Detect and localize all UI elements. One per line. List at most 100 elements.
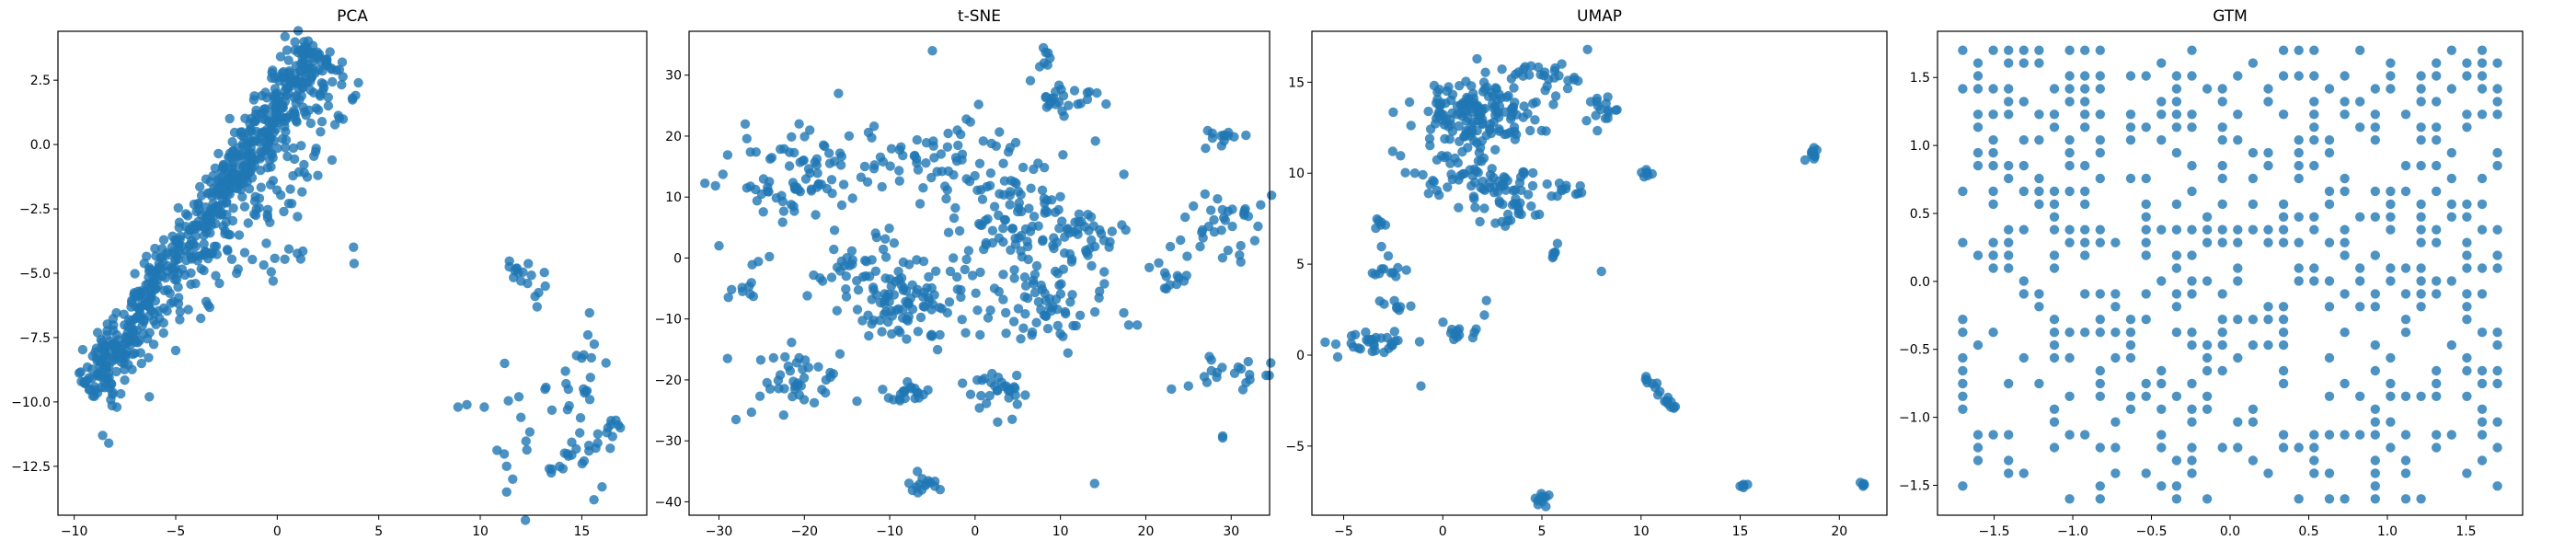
pca-point [259, 259, 269, 270]
umap-point [1548, 99, 1558, 109]
gtm-point [2080, 328, 2090, 338]
gtm-point [2217, 365, 2227, 376]
tsne-y-tick-label: 30 [665, 69, 682, 84]
pca-point [87, 364, 98, 374]
gtm-point [2095, 135, 2105, 145]
gtm-point [2355, 212, 2365, 222]
gtm-point [2340, 328, 2350, 338]
gtm-point [2187, 122, 2197, 132]
pca-point [158, 328, 168, 339]
umap-point [1593, 125, 1603, 136]
gtm-point [2095, 378, 2105, 389]
tsne-point [863, 127, 874, 138]
tsne-point [841, 271, 851, 282]
umap-title: UMAP [1577, 7, 1622, 26]
umap-point [1434, 85, 1444, 95]
gtm-point [2049, 186, 2060, 197]
gtm-point [2263, 302, 2273, 312]
tsne-point [903, 376, 913, 387]
gtm-point [2462, 468, 2472, 478]
gtm-point [2049, 109, 2060, 120]
pca-point [508, 474, 518, 484]
umap-point [1663, 398, 1673, 409]
umap-point [1502, 215, 1513, 226]
pca-point [240, 113, 250, 123]
tsne-point [1055, 191, 1065, 201]
gtm-point [2049, 122, 2060, 132]
gtm-point [2248, 339, 2259, 351]
tsne-point [1056, 85, 1066, 95]
tsne-point [918, 183, 928, 193]
gtm-point [2049, 250, 2060, 260]
tsne-point [1223, 206, 1233, 216]
gtm-point [2187, 468, 2197, 478]
pca-point [131, 337, 142, 348]
tsne-point [961, 114, 972, 124]
tsne-title: t-SNE [958, 7, 1001, 26]
gtm-point [2355, 276, 2365, 286]
pca-point [562, 449, 573, 459]
pca-point [159, 285, 169, 295]
gtm-point [2309, 212, 2319, 222]
gtm-x-tick-label: 0.0 [2220, 524, 2240, 539]
pca-x-axis: −10 −5 0 5 10 15 [61, 515, 590, 539]
tsne-point [926, 305, 937, 315]
gtm-point [2386, 276, 2396, 286]
gtm-point [2324, 352, 2335, 363]
gtm-point [2370, 135, 2380, 145]
gtm-point [2049, 404, 2060, 414]
umap-point [1400, 167, 1410, 178]
tsne-point [884, 224, 894, 234]
gtm-point [2416, 391, 2426, 401]
gtm-point [2492, 160, 2502, 171]
pca-point [499, 449, 510, 459]
tsne-point [1075, 98, 1086, 109]
pca-point [291, 61, 302, 71]
tsne-point [834, 88, 844, 98]
umap-point [1612, 105, 1622, 115]
gtm-point [2080, 186, 2090, 197]
umap-point [1425, 179, 1435, 190]
umap-point [1479, 185, 1490, 195]
gtm-point [2064, 494, 2075, 504]
pca-point [546, 405, 558, 415]
gtm-point [2477, 173, 2488, 184]
gtm-point [2309, 160, 2319, 171]
gtm-point [2217, 84, 2227, 94]
tsne-point [875, 152, 886, 162]
tsne-point [894, 176, 904, 186]
tsne-point [941, 193, 951, 204]
gtm-point [2462, 122, 2472, 132]
tsne-point [826, 272, 837, 282]
pca-point [453, 402, 463, 412]
pca-point [219, 162, 229, 173]
gtm-point [1988, 186, 1998, 197]
gtm-point [2125, 109, 2136, 120]
umap-point [1470, 202, 1480, 213]
tsne-point [836, 200, 847, 211]
tsne-point [1099, 267, 1110, 277]
pca-point [154, 262, 164, 273]
umap-point [1503, 90, 1513, 101]
gtm-point [2125, 135, 2136, 145]
gtm-point [2080, 45, 2090, 55]
pca-point [136, 286, 147, 296]
tsne-point [1041, 91, 1052, 102]
gtm-point [1972, 84, 1984, 94]
gtm-point [2064, 352, 2075, 363]
pca-point [290, 45, 300, 55]
tsne-point [1038, 42, 1049, 53]
gtm-point [2034, 45, 2044, 55]
pca-point [316, 117, 328, 127]
gtm-point [2095, 365, 2105, 376]
gtm-point [2340, 289, 2350, 299]
tsne-point [758, 174, 769, 184]
tsne-point [1047, 195, 1057, 205]
gtm-point [2156, 481, 2167, 491]
pca-point [130, 269, 140, 279]
gtm-point [2187, 276, 2197, 286]
pca-point [313, 170, 323, 180]
tsne-point [1253, 221, 1263, 232]
tsne-point [985, 305, 995, 316]
umap-y-tick-label: 5 [1296, 258, 1305, 272]
